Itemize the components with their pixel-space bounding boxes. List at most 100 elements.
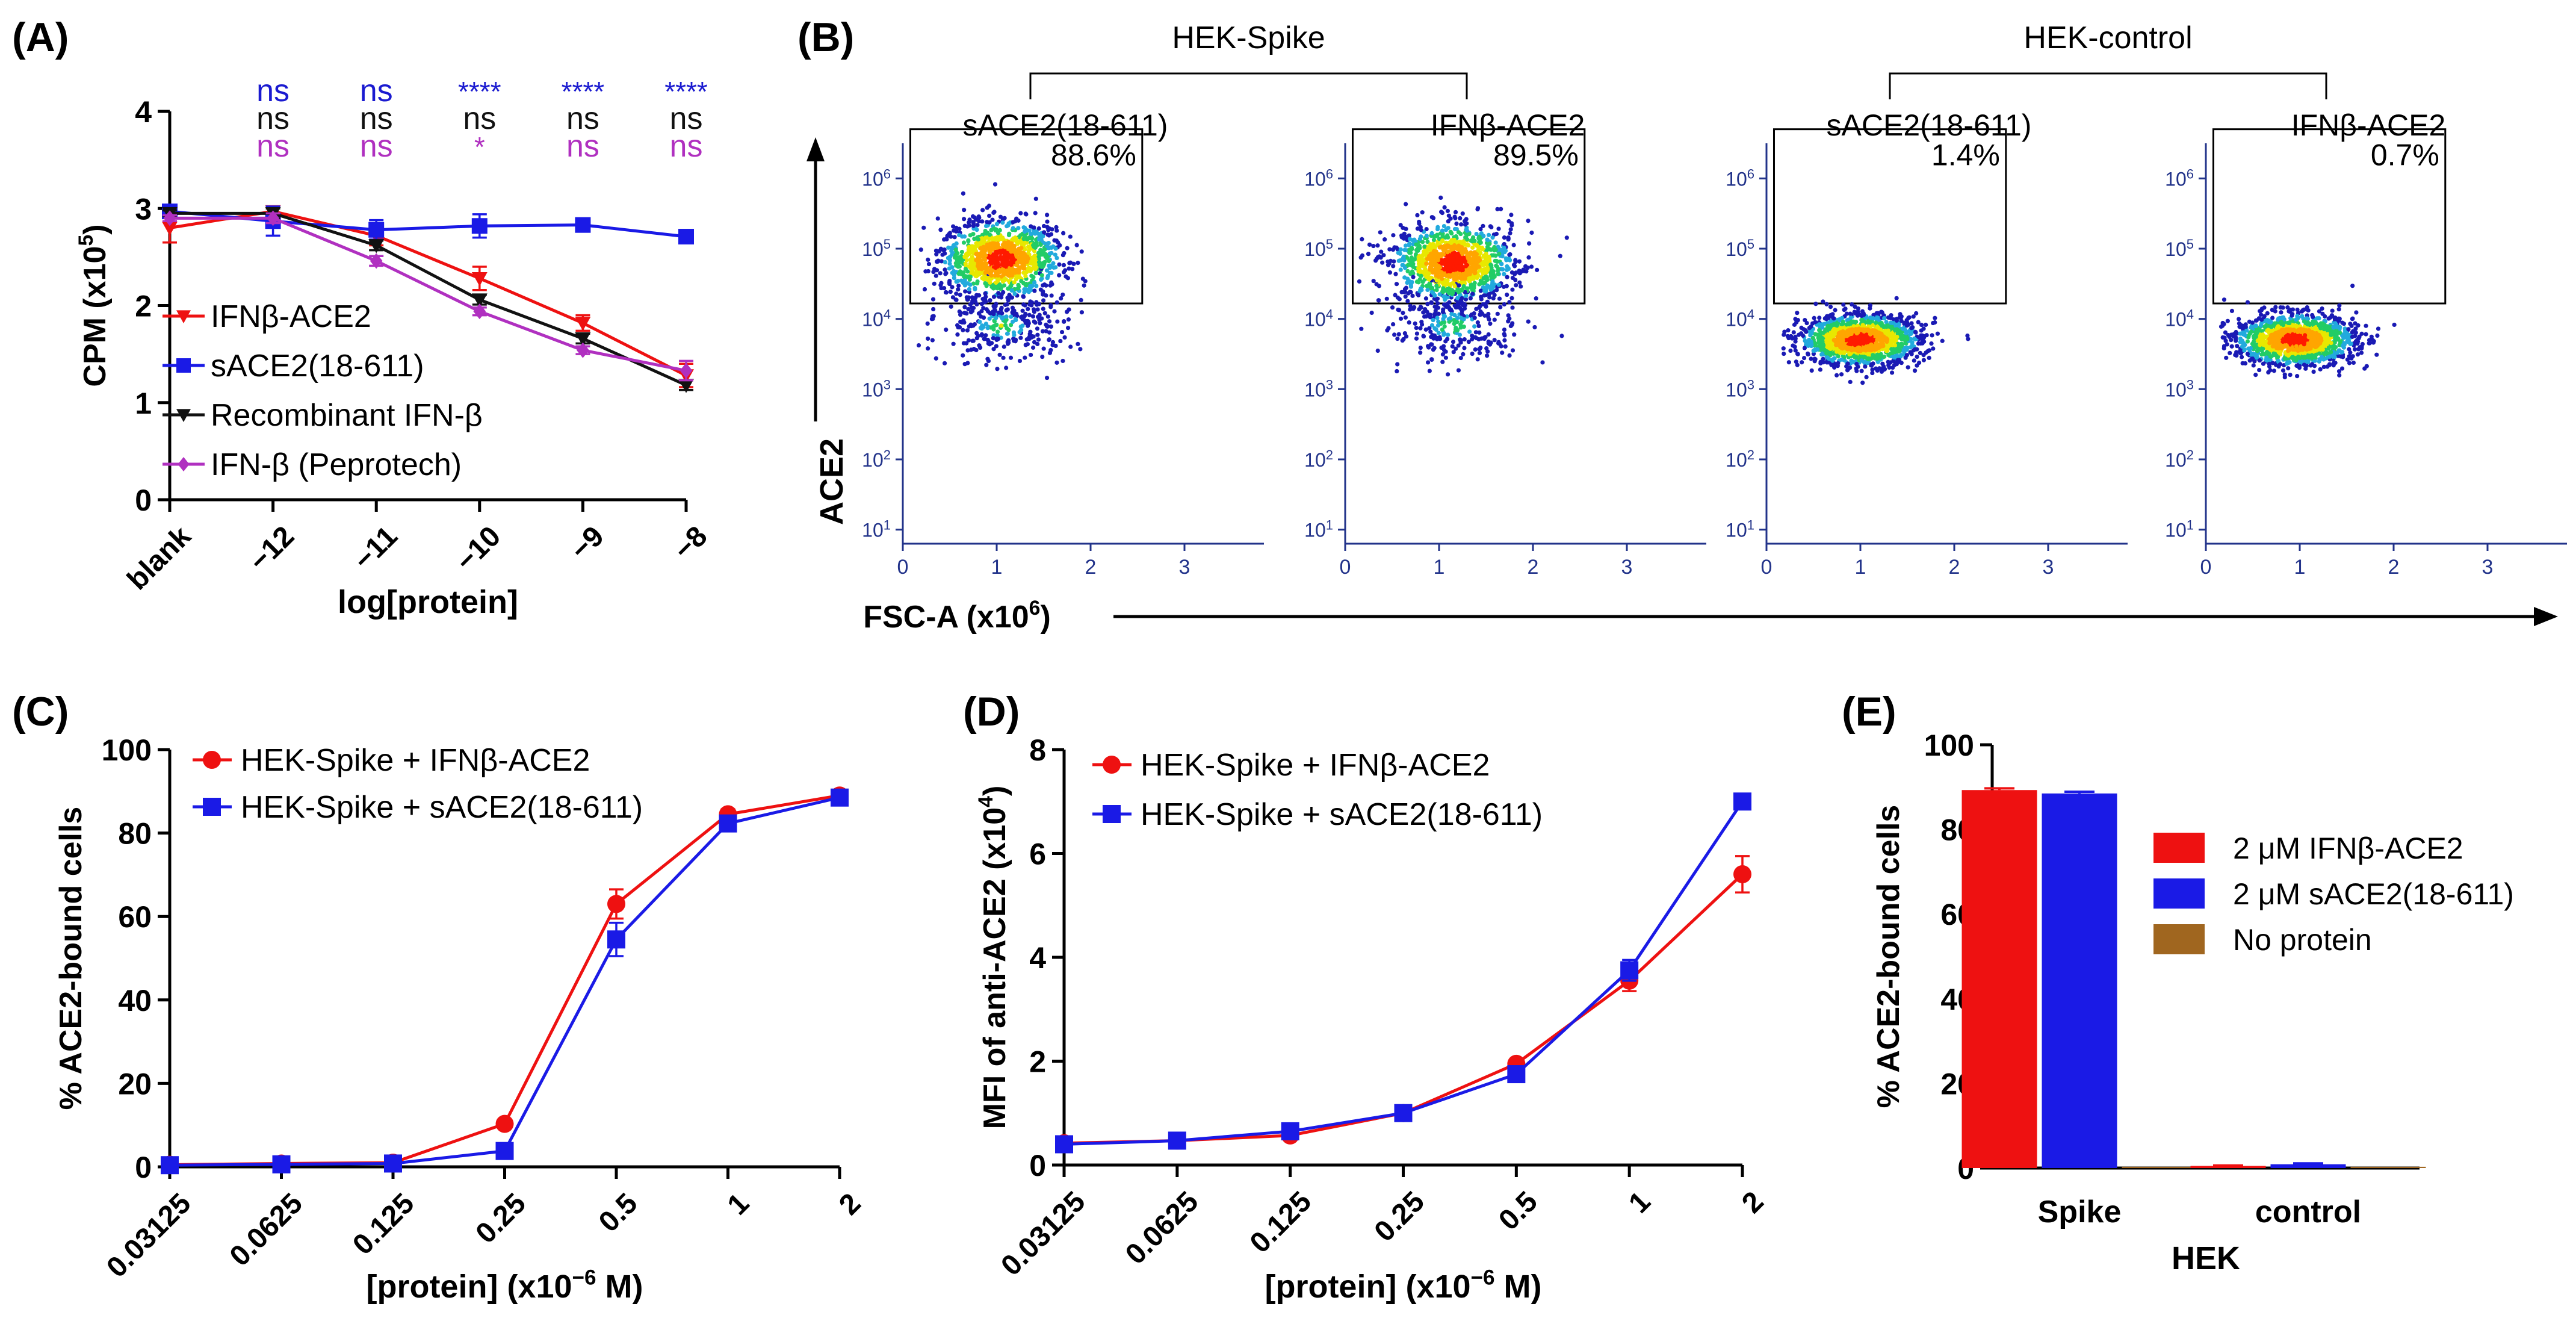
density-dot (977, 264, 982, 270)
density-dot (1825, 355, 1830, 360)
density-dot (1472, 311, 1476, 316)
density-dot (1393, 293, 1398, 297)
density-dot (991, 336, 995, 341)
density-dot (1060, 292, 1065, 297)
density-dot (985, 326, 990, 331)
density-dot (1025, 342, 1030, 347)
density-dot (1392, 245, 1397, 250)
density-dot (977, 319, 982, 325)
density-dot (1807, 341, 1812, 346)
density-dot (1486, 232, 1491, 237)
density-dot (1445, 250, 1450, 255)
density-dot (1071, 261, 1076, 266)
density-dot (1491, 296, 1496, 300)
density-dot (1483, 302, 1488, 306)
density-dot (1856, 306, 1860, 311)
density-dot (980, 240, 985, 245)
density-dot (1360, 237, 1364, 241)
density-dot (1871, 338, 1875, 343)
density-dot (1908, 345, 1913, 350)
density-dot (1024, 240, 1029, 245)
density-dot (1833, 308, 1838, 312)
density-dot (1038, 232, 1042, 237)
density-dot (979, 332, 984, 337)
density-dot (932, 281, 937, 286)
density-dot (985, 356, 990, 361)
density-dot (1434, 284, 1439, 288)
density-dot (1416, 292, 1420, 297)
density-dot (1006, 279, 1012, 284)
data-point (471, 218, 488, 234)
density-dot (1497, 296, 1502, 301)
density-dot (2237, 317, 2241, 322)
density-dot (958, 255, 963, 260)
density-dot (953, 247, 958, 252)
density-dot (1036, 302, 1042, 306)
density-dot (956, 325, 961, 330)
flow-x-tick-label: 3 (1179, 556, 1190, 579)
density-dot (1834, 373, 1839, 378)
density-dot (1460, 309, 1464, 314)
y-axis-label: CPM (x105) (75, 224, 113, 387)
density-dot (982, 337, 986, 341)
density-dot (1793, 348, 1798, 353)
density-dot (956, 283, 961, 288)
density-dot (1392, 332, 1397, 337)
density-dot (1506, 267, 1511, 272)
density-dot (1044, 375, 1050, 381)
density-dot (959, 249, 964, 255)
density-dot (1036, 237, 1042, 242)
gate-percent: 89.5% (1493, 138, 1579, 172)
density-dot (988, 280, 992, 285)
density-dot (1882, 354, 1887, 359)
density-dot (980, 276, 985, 281)
density-dot (1369, 310, 1374, 315)
density-dot (1472, 324, 1477, 329)
density-dot (1059, 329, 1065, 335)
density-dot (1860, 381, 1865, 385)
density-dot (949, 304, 953, 309)
density-dot (1401, 256, 1406, 261)
density-dot (1456, 253, 1461, 258)
density-dot (950, 265, 955, 270)
density-dot (1040, 329, 1045, 334)
density-dot (1517, 259, 1522, 264)
density-dot (999, 307, 1003, 312)
density-dot (1830, 343, 1834, 347)
density-dot (2224, 355, 2229, 360)
density-dot (1521, 267, 1526, 272)
density-dot (1443, 339, 1448, 344)
density-dot (1000, 220, 1005, 225)
density-dot (935, 216, 940, 221)
density-dot (1880, 335, 1885, 340)
gate-box (909, 128, 1144, 305)
density-dot (1008, 323, 1014, 328)
density-dot (976, 237, 980, 242)
density-dot (1464, 228, 1470, 233)
density-dot (971, 232, 976, 237)
density-dot (1440, 238, 1445, 243)
density-dot (1903, 328, 1908, 332)
density-dot (1020, 323, 1025, 328)
density-dot (1391, 264, 1396, 269)
density-dot (1786, 360, 1791, 365)
density-dot (1845, 330, 1850, 335)
density-dot (1425, 360, 1431, 365)
density-dot (1907, 315, 1912, 320)
density-dot (1435, 273, 1441, 278)
flow-x-tick-label: 0 (1340, 556, 1351, 579)
density-dot (1462, 275, 1467, 280)
density-dots (1781, 296, 1971, 385)
density-dot (1912, 358, 1916, 363)
y-arrow-head (807, 137, 825, 161)
density-dot (1404, 226, 1408, 231)
density-dot (1478, 226, 1483, 232)
density-dot (1482, 280, 1487, 285)
flow-x-tick-label: 1 (2294, 556, 2306, 579)
data-point (370, 253, 383, 269)
density-dot (1892, 355, 1896, 360)
density-dot (1509, 323, 1514, 328)
density-dot (975, 279, 980, 284)
density-dot (930, 338, 935, 343)
